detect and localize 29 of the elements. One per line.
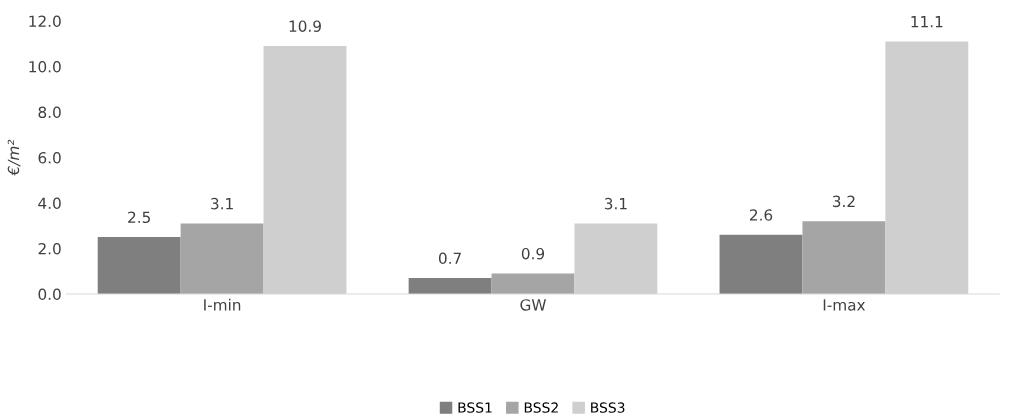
y-tick-label: 10.0 [29,60,61,73]
data-label: 0.9 [521,247,545,260]
y-axis-title: €/m² [7,139,21,176]
legend-label: BSS3 [591,402,625,413]
y-tick-label: 12.0 [29,15,61,28]
data-label: 10.9 [289,20,321,32]
y-tick-label: 6.0 [38,151,61,164]
data-label: 11.1 [911,16,943,28]
bar [491,273,575,294]
legend-label: BSS2 [524,402,558,413]
y-tick-label: 4.0 [38,197,61,210]
y-tick-label: 8.0 [38,106,61,119]
bar [180,223,264,294]
y-tick-label: 2.0 [38,242,61,255]
data-label: 0.7 [438,252,461,264]
data-label: 3.1 [604,197,627,210]
x-tick-label: I-min [204,298,241,311]
bar [719,234,803,294]
data-label: 3.1 [211,197,233,210]
y-tick-label: 0.0 [38,288,61,301]
data-label: 2.6 [749,209,773,221]
legend-label: BSS1 [458,402,492,413]
data-label: 3.2 [832,195,855,208]
bar [802,221,886,294]
x-tick-label: GW [520,299,546,311]
bar [97,237,181,294]
bar [408,278,492,294]
x-tick-label: I-max [823,299,866,311]
data-label: 2.5 [128,211,150,224]
